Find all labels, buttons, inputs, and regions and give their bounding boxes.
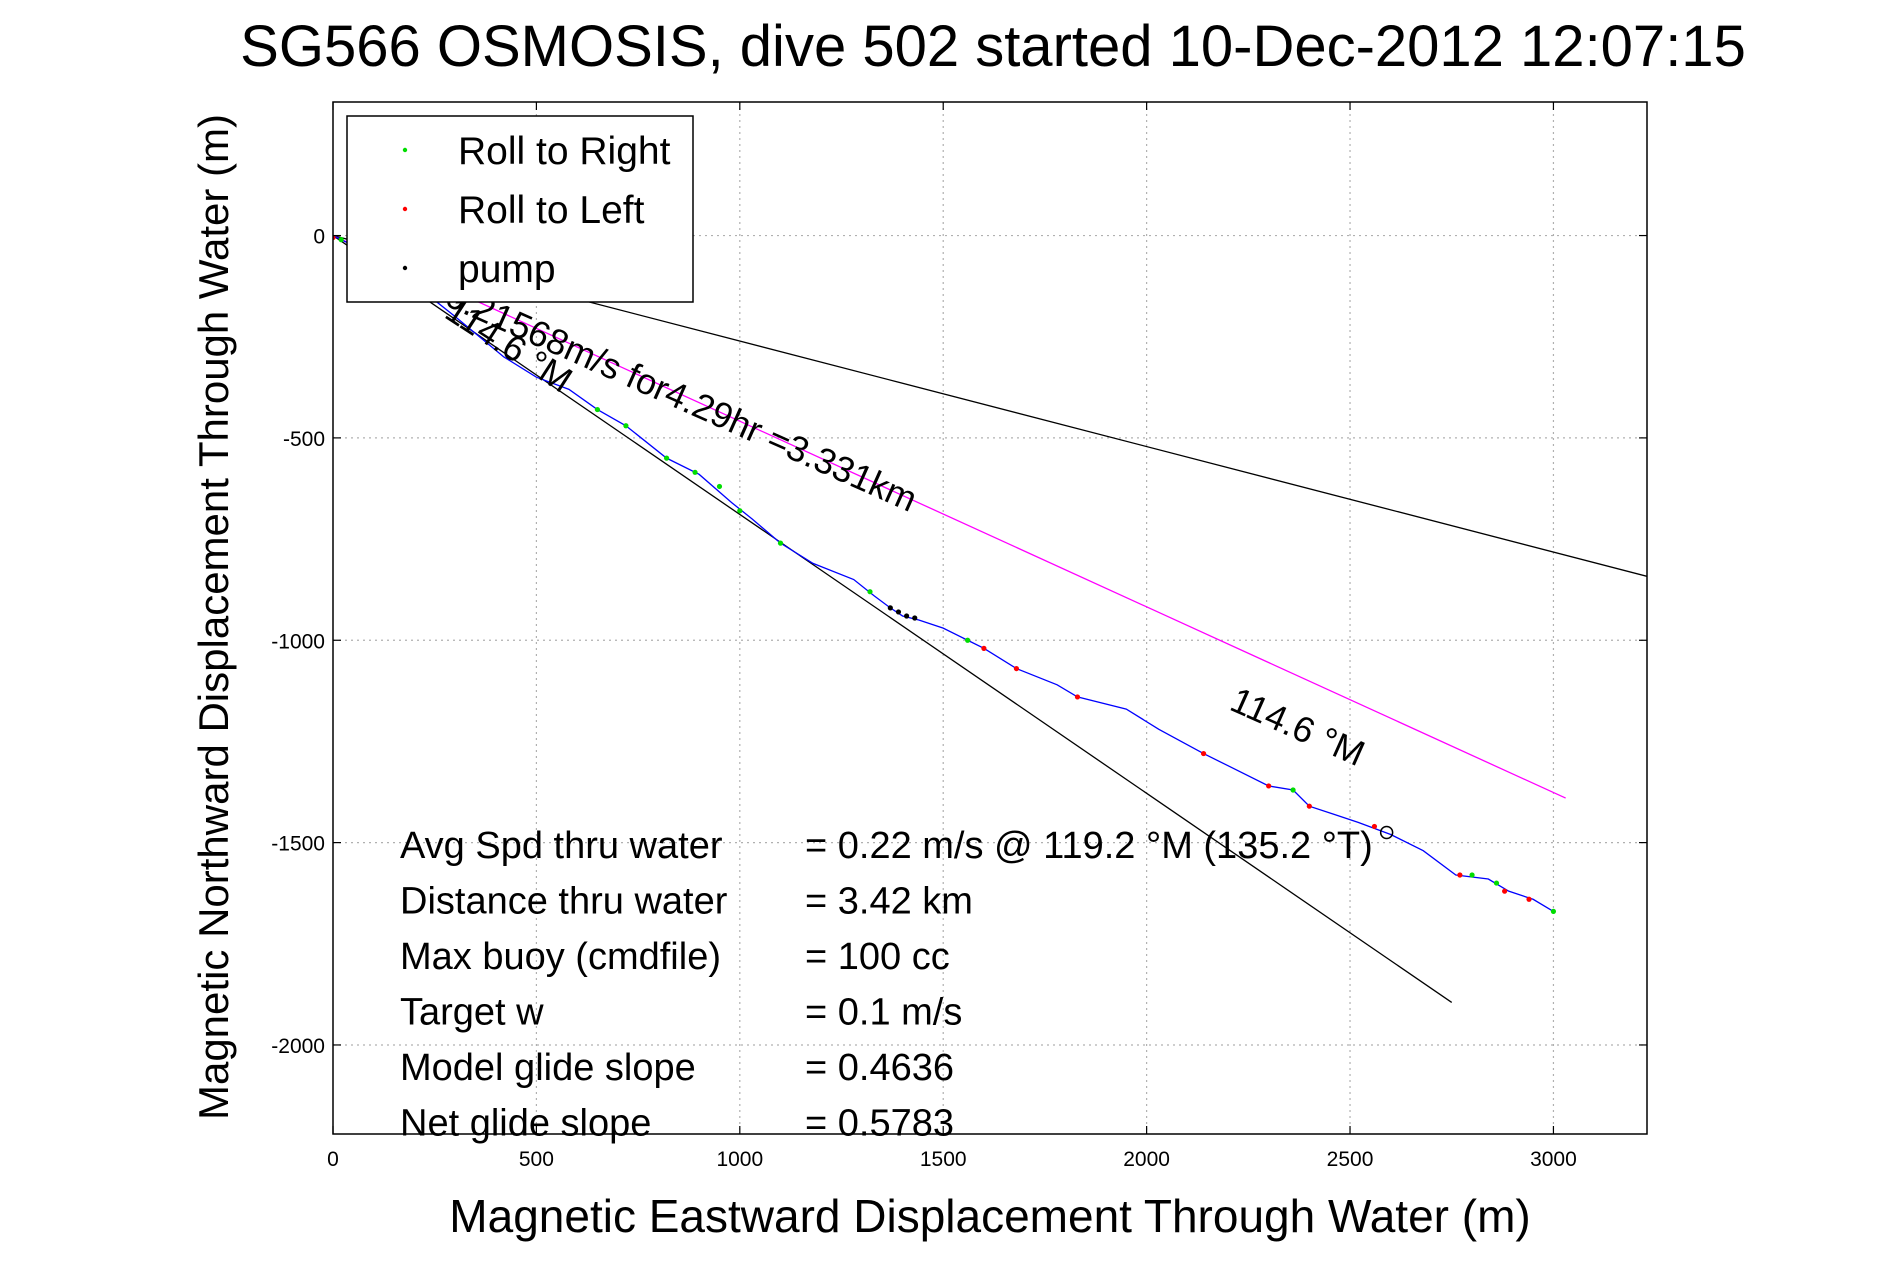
y-axis-label: Magnetic Northward Displacement Through … [190, 114, 237, 1120]
stat-value: = 0.22 m/s @ 119.2 °M (135.2 °T) [805, 825, 1373, 867]
roll-right-marker [1469, 872, 1475, 878]
start-circle-marker [1379, 825, 1394, 840]
x-tick-label: 1000 [716, 1148, 763, 1171]
roll-left-marker [1457, 872, 1463, 878]
y-tick-label: -500 [283, 428, 325, 451]
glider-track-line [333, 234, 1554, 912]
stat-value: = 0.4636 [805, 1047, 954, 1089]
x-tick-label: 2000 [1123, 1148, 1170, 1171]
legend-label: Roll to Right [458, 130, 671, 173]
line-annotation: 0.21568m/s for4.29hr =3.331km [440, 274, 924, 519]
legend-label: Roll to Left [458, 189, 645, 232]
stat-value: = 0.5783 [805, 1103, 954, 1145]
roll-markers [333, 234, 1557, 915]
roll-left-marker [1013, 665, 1020, 672]
x-tick-label: 3000 [1530, 1148, 1577, 1171]
roll-left-marker [1266, 783, 1272, 789]
x-tick-label: 500 [519, 1148, 554, 1171]
line-annotation: 114.6 °M [1225, 679, 1371, 774]
roll-right-marker [594, 406, 601, 413]
roll-right-marker [716, 483, 723, 490]
roll-left-marker [1074, 694, 1081, 700]
pump-marker [904, 613, 910, 619]
roll-left-marker [1371, 823, 1378, 830]
legend-marker [402, 147, 408, 153]
stat-label: Avg Spd thru water [400, 825, 723, 867]
stat-value: = 3.42 km [805, 881, 973, 923]
grid-lines [333, 102, 1647, 1134]
x-axis-label: Magnetic Eastward Displacement Through W… [449, 1190, 1530, 1242]
stat-label: Model glide slope [400, 1047, 696, 1089]
reference-line [333, 235, 1453, 1004]
x-tick-label: 2500 [1327, 1148, 1374, 1171]
axis-ticks: 0 500 1000 1500 2000 2500 3000 0 -500 -1000 -1500 -… [271, 102, 1647, 1171]
roll-right-marker [777, 540, 784, 546]
roll-right-marker [737, 508, 743, 514]
roll-left-marker [981, 645, 987, 651]
roll-right-marker [1493, 880, 1500, 886]
dive-statistics: Avg Spd thru water = 0.22 m/s @ 119.2 °M … [400, 825, 1373, 1145]
chart-title: SG566 OSMOSIS, dive 502 started 10-Dec-2… [240, 14, 1746, 79]
legend: Roll to Right Roll to Left pump [346, 115, 694, 303]
roll-right-marker [692, 469, 698, 475]
roll-right-marker [1550, 908, 1557, 915]
pump-marker [912, 615, 918, 621]
pump-marker [895, 609, 902, 615]
x-tick-label: 1500 [920, 1148, 967, 1171]
plot-area-border [332, 101, 1648, 1135]
legend-marker [402, 206, 408, 212]
reference-line [333, 234, 1566, 799]
roll-left-marker [1526, 896, 1532, 902]
y-tick-label: 0 [313, 226, 325, 249]
y-tick-label: -1500 [271, 833, 325, 856]
pump-marker [887, 605, 893, 611]
legend-label: pump [458, 248, 556, 291]
roll-right-marker [965, 637, 971, 643]
stat-value: = 0.1 m/s [805, 992, 962, 1034]
legend-marker [402, 265, 408, 271]
roll-left-marker [1200, 750, 1207, 757]
roll-right-marker [623, 423, 629, 429]
y-tick-label: -2000 [271, 1035, 325, 1058]
roll-right-marker [1290, 787, 1296, 793]
roll-left-marker [1502, 888, 1508, 894]
roll-right-marker [663, 455, 670, 461]
x-tick-label: 0 [327, 1148, 339, 1171]
stat-label: Distance thru water [400, 881, 728, 923]
y-tick-label: -1000 [271, 630, 325, 653]
stat-label: Net glide slope [400, 1103, 651, 1145]
stat-label: Max buoy (cmdfile) [400, 936, 721, 978]
roll-right-marker [867, 589, 873, 595]
roll-left-marker [1306, 803, 1312, 809]
roll-right-marker [338, 237, 344, 243]
stat-value: = 100 cc [805, 936, 950, 978]
stat-label: Target w [400, 992, 544, 1034]
